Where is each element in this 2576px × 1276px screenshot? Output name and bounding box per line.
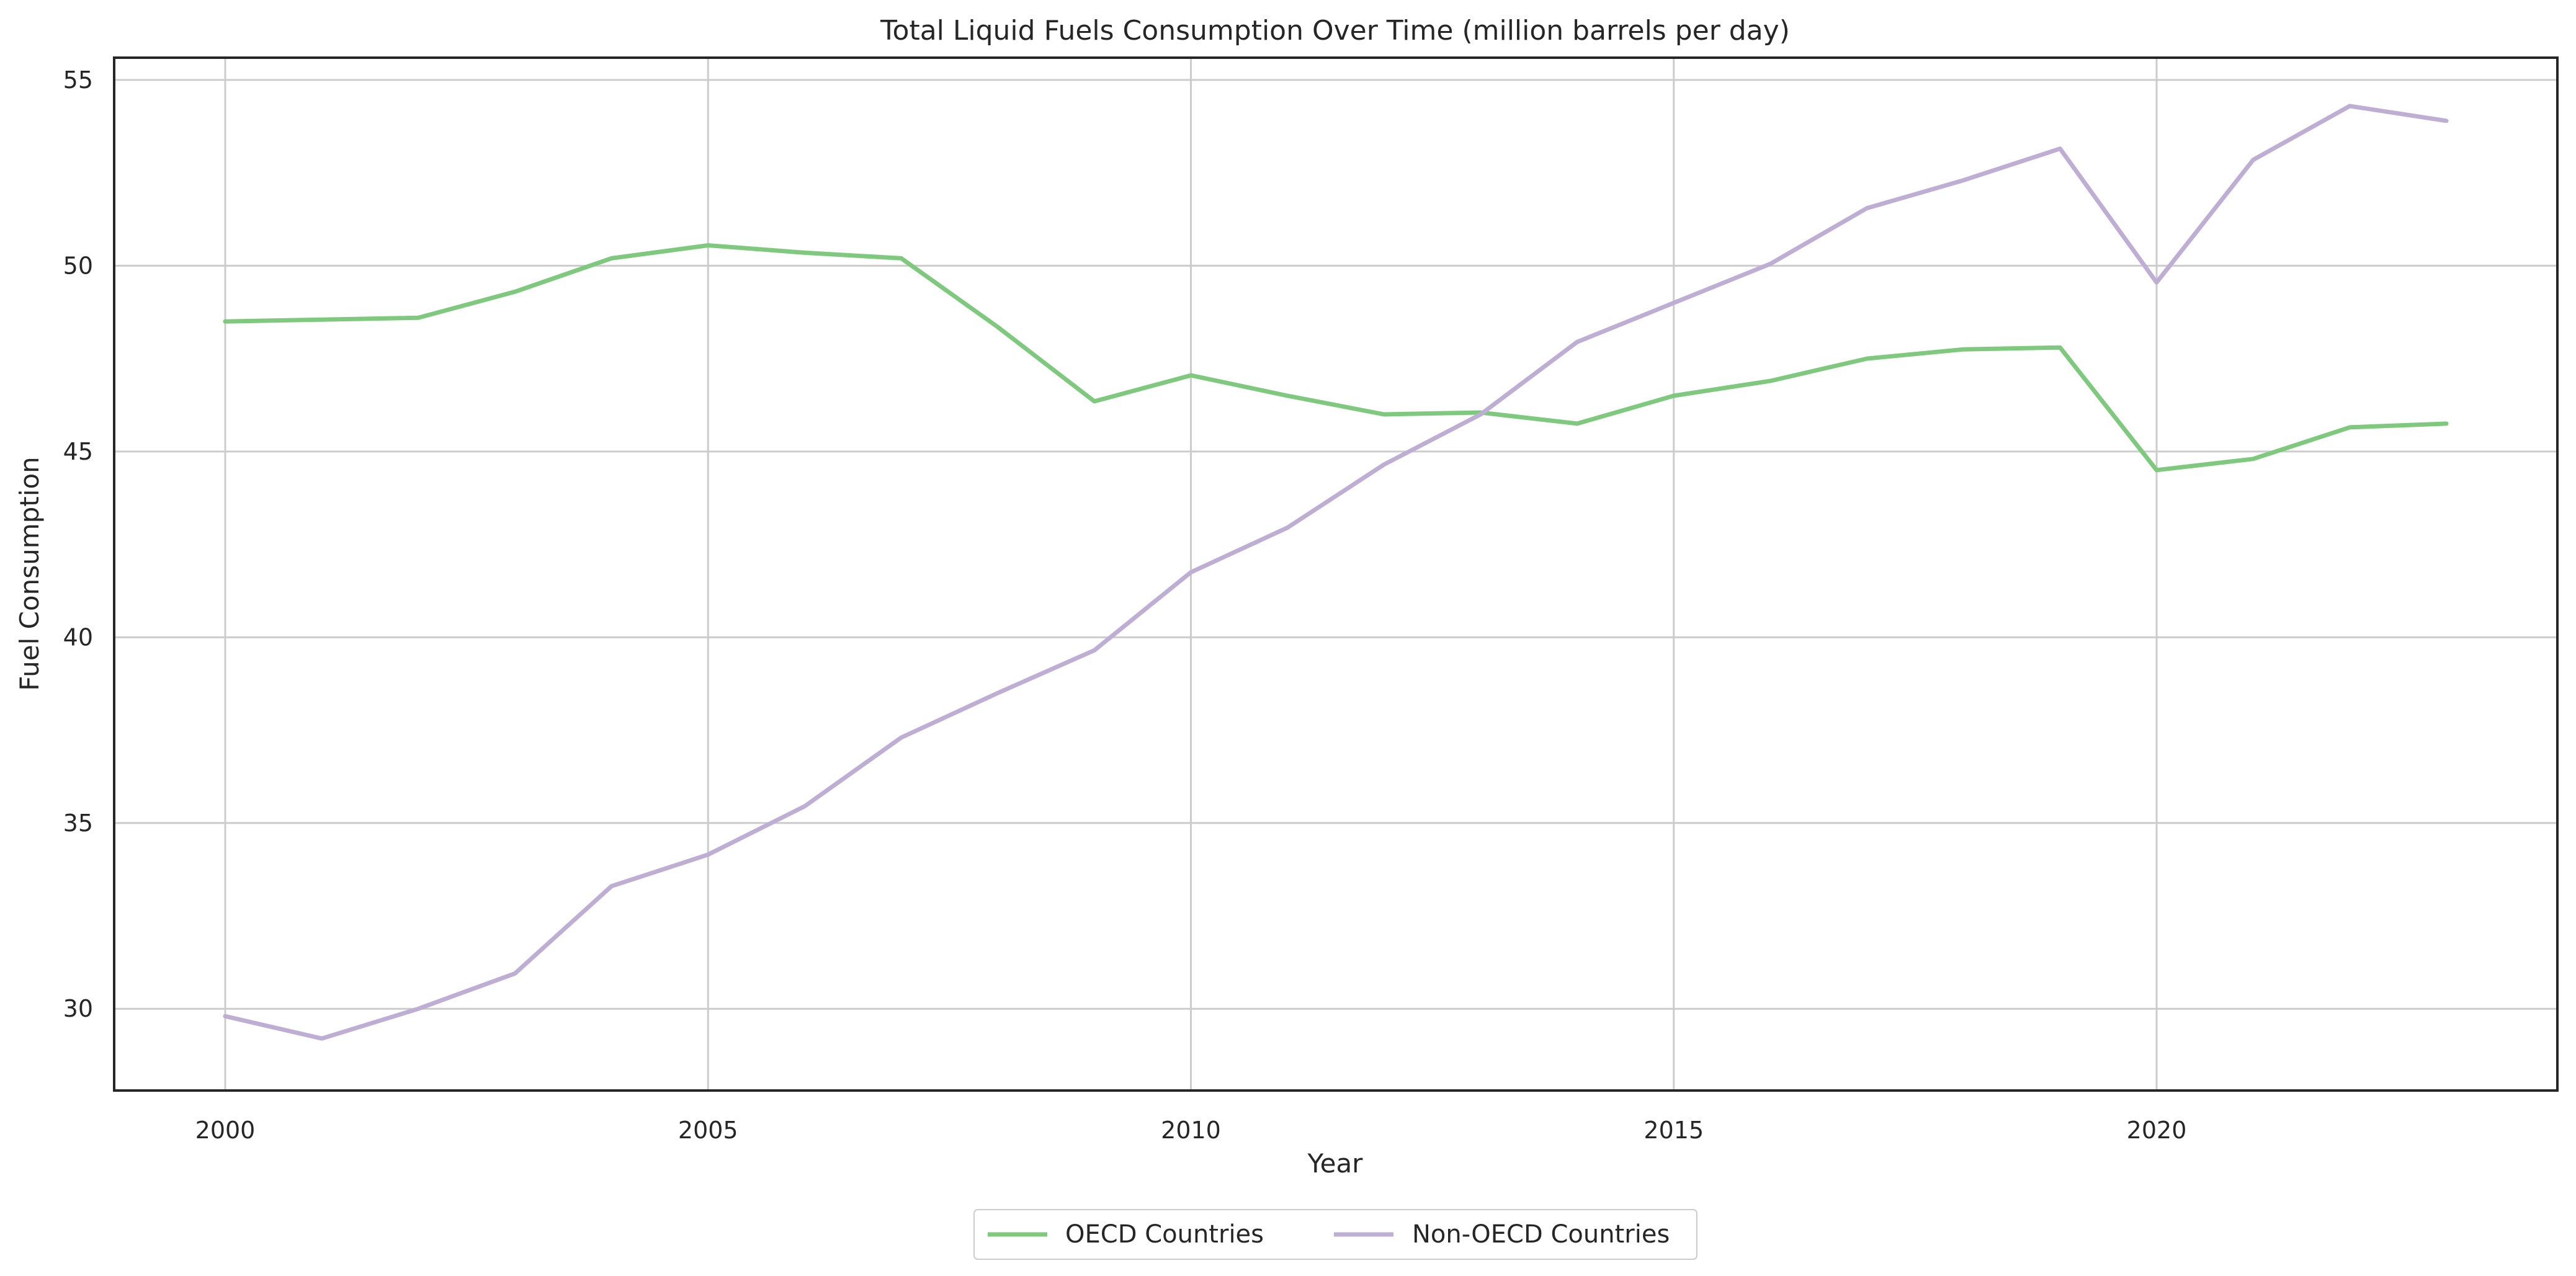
x-tick-label: 2000 [195,1117,256,1144]
legend-label-oecd: OECD Countries [1065,1220,1264,1249]
series-line-non-oecd [223,104,2449,1041]
x-tick-label: 2005 [678,1117,738,1144]
y-tick-label: 40 [63,623,93,651]
series-line-oecd [223,243,2449,473]
plot-frame [113,56,2559,1092]
y-tick-label: 30 [63,995,93,1022]
legend-label-non-oecd: Non-OECD Countries [1412,1220,1670,1249]
x-tick-label: 2020 [2127,1117,2187,1144]
y-tick-label: 45 [63,438,93,465]
y-tick-label: 55 [63,66,93,94]
x-tick-label: 2015 [1644,1117,1704,1144]
grid-layer [114,58,2557,1091]
y-tick-label: 50 [63,252,93,279]
x-tick-label: 2010 [1161,1117,1221,1144]
chart-title: Total Liquid Fuels Consumption Over Time… [880,15,1790,47]
y-tick-label: 35 [63,810,93,837]
y-axis-ticks: 30 35 40 45 50 55 [63,66,93,1022]
x-axis-ticks: 2000 2005 2010 2015 2020 [195,1117,2187,1144]
y-axis-label: Fuel Consumption [14,457,45,691]
legend: OECD Countries Non-OECD Countries [973,1209,1697,1260]
series-layer [223,104,2449,1041]
x-axis-label: Year [1307,1148,1364,1179]
